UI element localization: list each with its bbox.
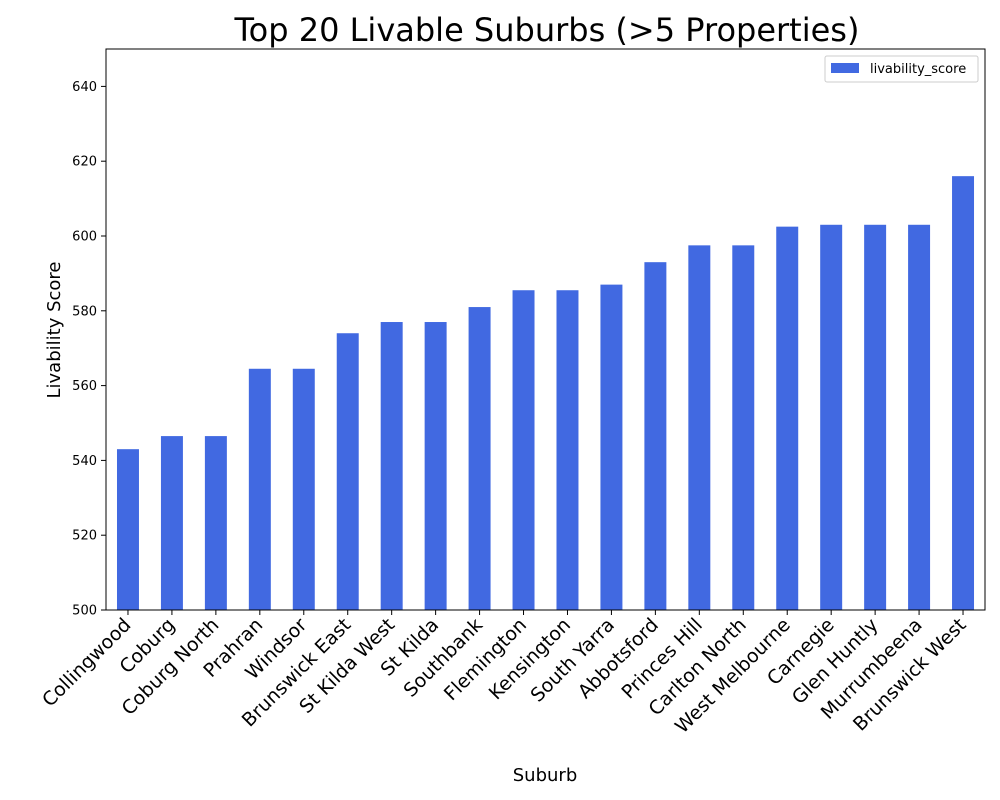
- x-axis-label: Suburb: [513, 765, 578, 786]
- bar-abbotsford: [644, 262, 667, 610]
- bar-windsor: [292, 368, 315, 610]
- y-tick-label: 560: [72, 379, 97, 394]
- y-tick-label: 620: [72, 155, 97, 170]
- bar-glen-huntly: [864, 224, 887, 610]
- bar-st-kilda-west: [380, 322, 403, 610]
- y-tick-label: 540: [72, 454, 97, 469]
- legend-box: [824, 55, 979, 83]
- bar-princes-hill: [688, 245, 711, 610]
- legend-label: livability_score: [870, 62, 966, 77]
- bar-southbank: [468, 307, 491, 610]
- bar-brunswick-west: [952, 176, 975, 610]
- plot-frame: [105, 48, 986, 611]
- bar-south-yarra: [600, 284, 623, 610]
- y-tick-label: 580: [72, 304, 97, 319]
- y-axis-label: Livability Score: [44, 262, 65, 399]
- legend-swatch: [831, 63, 859, 73]
- bar-collingwood: [116, 449, 139, 610]
- y-tick-label: 500: [72, 604, 97, 619]
- bar-carlton-north: [732, 245, 755, 610]
- bar-flemington: [512, 290, 535, 610]
- bar-coburg: [160, 436, 183, 610]
- bar-kensington: [556, 290, 579, 610]
- y-tick-label: 640: [72, 80, 97, 95]
- y-axis-ticks: 500 520 540 560 580 600 620 640: [72, 80, 106, 619]
- chart-title: Top 20 Livable Suburbs (>5 Properties): [234, 11, 860, 49]
- y-tick-label: 600: [72, 230, 97, 245]
- bar-carnegie: [820, 224, 843, 610]
- legend: livability_score: [824, 55, 979, 83]
- bar-st-kilda: [424, 322, 447, 610]
- bar-brunswick-east: [336, 333, 359, 610]
- bars-group: [116, 176, 975, 610]
- bar-prahran: [248, 368, 271, 610]
- bar-murrumbeena: [908, 224, 931, 610]
- y-tick-label: 520: [72, 529, 97, 544]
- bar-coburg-north: [204, 436, 227, 610]
- bar-west-melbourne: [776, 226, 799, 610]
